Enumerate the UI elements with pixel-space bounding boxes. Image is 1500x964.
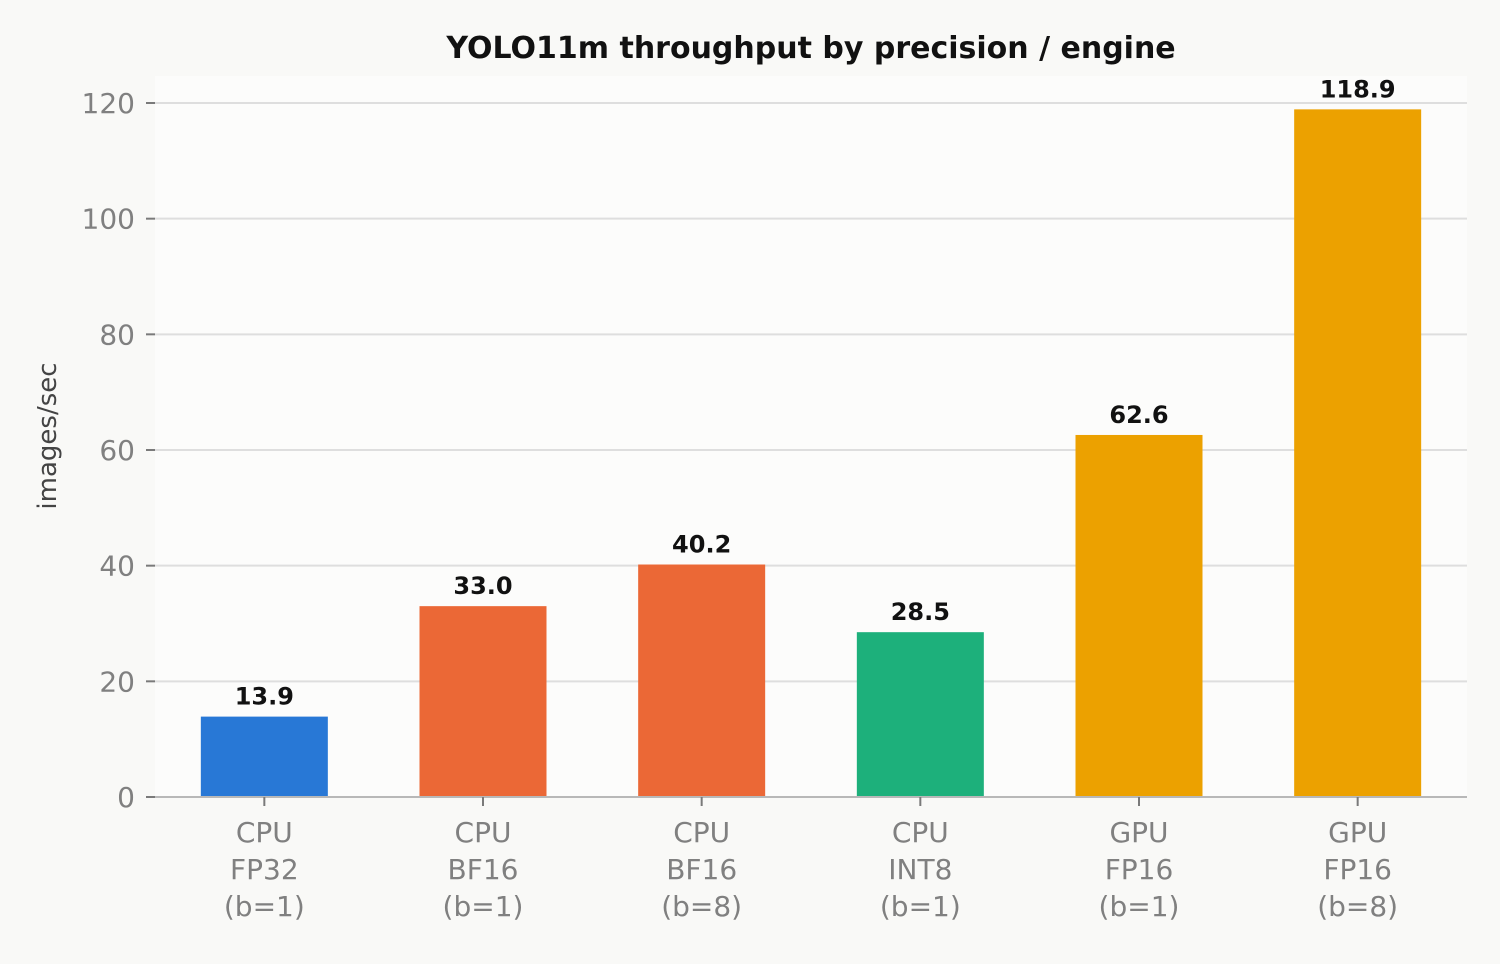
y-tick-label: 40 <box>99 550 135 583</box>
y-tick-label: 20 <box>99 665 135 698</box>
y-tick-label: 120 <box>82 87 135 120</box>
bar-value-label: 28.5 <box>891 598 950 626</box>
gridlines <box>155 102 1467 683</box>
x-tick-label: FP16 <box>1105 853 1174 886</box>
y-axis-label: images/sec <box>33 362 63 509</box>
x-tick-label: (b=1) <box>443 890 524 923</box>
bar <box>856 632 984 797</box>
bar <box>1294 109 1422 797</box>
x-tick-label: CPU <box>236 816 293 849</box>
x-tick-label: FP32 <box>230 853 299 886</box>
bar-value-label: 13.9 <box>235 683 294 711</box>
x-tick-label: CPU <box>455 816 512 849</box>
x-tick-label: (b=1) <box>224 890 305 923</box>
x-tick-label: CPU <box>892 816 949 849</box>
x-tick-label: (b=1) <box>880 890 961 923</box>
bar-value-label: 62.6 <box>1109 401 1168 429</box>
y-tick-label: 60 <box>99 434 135 467</box>
y-tick-label: 80 <box>99 318 135 351</box>
x-tick-label: (b=8) <box>1317 890 1398 923</box>
bar-value-label: 40.2 <box>672 531 731 559</box>
x-tick-label: (b=1) <box>1099 890 1180 923</box>
x-tick-label: GPU <box>1109 816 1168 849</box>
bar <box>419 606 547 797</box>
axes: 0 20 40 60 80 100 120 <box>82 87 1467 814</box>
bar <box>1075 434 1203 797</box>
plot-area <box>155 76 1467 797</box>
x-tick-label: INT8 <box>888 853 952 886</box>
x-tick-label: CPU <box>673 816 730 849</box>
x-tick-label: BF16 <box>448 853 519 886</box>
bar <box>638 564 766 797</box>
x-tick-label: BF16 <box>666 853 737 886</box>
bar-value-label: 33.0 <box>453 572 512 600</box>
x-tick-label: (b=8) <box>661 890 742 923</box>
chart-title: YOLO11m throughput by precision / engine <box>445 31 1175 66</box>
x-tick-label: GPU <box>1328 816 1387 849</box>
labels: 13.9 CPU FP32 (b=1) 33.0 CPU BF16 (b=1) 40.2 CPU B… <box>224 75 1398 923</box>
bar <box>200 716 328 797</box>
x-tick-label: FP16 <box>1323 853 1392 886</box>
bars <box>200 109 1422 797</box>
bar-value-label: 118.9 <box>1320 75 1396 103</box>
y-tick-label: 100 <box>82 203 135 236</box>
y-tick-label: 0 <box>117 781 135 814</box>
